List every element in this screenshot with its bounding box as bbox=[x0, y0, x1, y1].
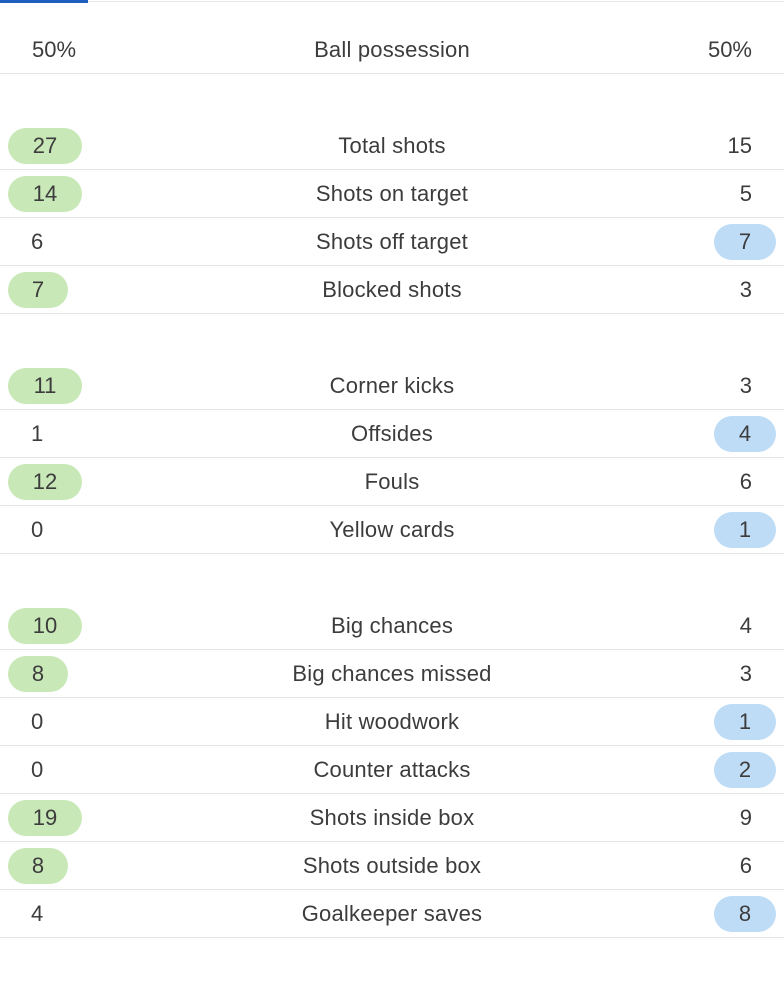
away-stat-value: 1 bbox=[714, 704, 776, 740]
away-stat-value: 9 bbox=[739, 805, 752, 830]
stat-label: Blocked shots bbox=[322, 277, 462, 302]
stat-label: Yellow cards bbox=[329, 517, 455, 542]
stat-label: Big chances missed bbox=[292, 661, 492, 686]
home-stat-value: 4 bbox=[31, 901, 44, 926]
away-stat-value: 50% bbox=[707, 37, 752, 62]
home-stat-value: 19 bbox=[8, 800, 82, 836]
stat-group-shots: 27 Total shots 15 14 Shots on target 5 6… bbox=[0, 122, 784, 314]
home-stat-value: 11 bbox=[8, 368, 82, 404]
stat-row: 0 Yellow cards 1 bbox=[0, 506, 784, 554]
home-stat-value: 27 bbox=[8, 128, 82, 164]
stat-row: 7 Blocked shots 3 bbox=[0, 266, 784, 314]
stat-label: Total shots bbox=[338, 133, 446, 158]
stat-label: Offsides bbox=[351, 421, 433, 446]
stat-row: 12 Fouls 6 bbox=[0, 458, 784, 506]
stat-row: 4 Goalkeeper saves 8 bbox=[0, 890, 784, 938]
stat-label: Shots outside box bbox=[302, 853, 482, 878]
stat-row: 0 Counter attacks 2 bbox=[0, 746, 784, 794]
stat-group-possession: 50% Ball possession 50% bbox=[0, 26, 784, 74]
stat-row: 10 Big chances 4 bbox=[0, 602, 784, 650]
home-stat-value: 8 bbox=[8, 656, 68, 692]
stat-row: 1 Offsides 4 bbox=[0, 410, 784, 458]
stat-label: Ball possession bbox=[314, 37, 470, 62]
away-stat-value: 3 bbox=[739, 277, 752, 302]
match-statistics-list: 50% Ball possession 50% 27 Total shots 1… bbox=[0, 26, 784, 986]
stat-label: Big chances bbox=[330, 613, 454, 638]
home-stat-value: 1 bbox=[31, 421, 44, 446]
away-stat-value: 15 bbox=[727, 133, 752, 158]
stat-row: 8 Big chances missed 3 bbox=[0, 650, 784, 698]
home-stat-value: 12 bbox=[8, 464, 82, 500]
stat-label: Shots off target bbox=[315, 229, 468, 254]
stat-row: 27 Total shots 15 bbox=[0, 122, 784, 170]
home-stat-value: 10 bbox=[8, 608, 82, 644]
stat-label: Goalkeeper saves bbox=[301, 901, 483, 926]
away-stat-value: 8 bbox=[714, 896, 776, 932]
away-stat-value: 1 bbox=[714, 512, 776, 548]
home-stat-value: 0 bbox=[31, 709, 44, 734]
stat-label: Fouls bbox=[364, 469, 420, 494]
active-tab-indicator bbox=[0, 0, 88, 3]
away-stat-value: 4 bbox=[714, 416, 776, 452]
home-stat-value: 50% bbox=[32, 37, 77, 62]
stat-label: Counter attacks bbox=[313, 757, 471, 782]
away-stat-value: 4 bbox=[739, 613, 752, 638]
stat-row: 0 Hit woodwork 1 bbox=[0, 698, 784, 746]
stat-label: Hit woodwork bbox=[324, 709, 460, 734]
tab-bar-divider bbox=[88, 1, 784, 2]
stat-group-chances: 10 Big chances 4 8 Big chances missed 3 … bbox=[0, 602, 784, 938]
away-stat-value: 5 bbox=[739, 181, 752, 206]
home-stat-value: 6 bbox=[31, 229, 44, 254]
stat-row: 14 Shots on target 5 bbox=[0, 170, 784, 218]
stat-row: 11 Corner kicks 3 bbox=[0, 362, 784, 410]
home-stat-value: 0 bbox=[31, 757, 44, 782]
stat-row: 6 Shots off target 7 bbox=[0, 218, 784, 266]
away-stat-value: 6 bbox=[739, 853, 752, 878]
away-stat-value: 3 bbox=[739, 373, 752, 398]
home-stat-value: 7 bbox=[8, 272, 68, 308]
away-stat-value: 3 bbox=[739, 661, 752, 686]
stat-label: Shots on target bbox=[315, 181, 469, 206]
away-stat-value: 6 bbox=[739, 469, 752, 494]
home-stat-value: 8 bbox=[8, 848, 68, 884]
stat-label: Corner kicks bbox=[329, 373, 455, 398]
stat-row: 50% Ball possession 50% bbox=[0, 26, 784, 74]
away-stat-value: 2 bbox=[714, 752, 776, 788]
home-stat-value: 14 bbox=[8, 176, 82, 212]
stat-row: 8 Shots outside box 6 bbox=[0, 842, 784, 890]
home-stat-value: 0 bbox=[31, 517, 44, 542]
stat-label: Shots inside box bbox=[309, 805, 475, 830]
stat-row: 19 Shots inside box 9 bbox=[0, 794, 784, 842]
stat-group-set-pieces: 11 Corner kicks 3 1 Offsides 4 12 Fouls … bbox=[0, 362, 784, 554]
away-stat-value: 7 bbox=[714, 224, 776, 260]
